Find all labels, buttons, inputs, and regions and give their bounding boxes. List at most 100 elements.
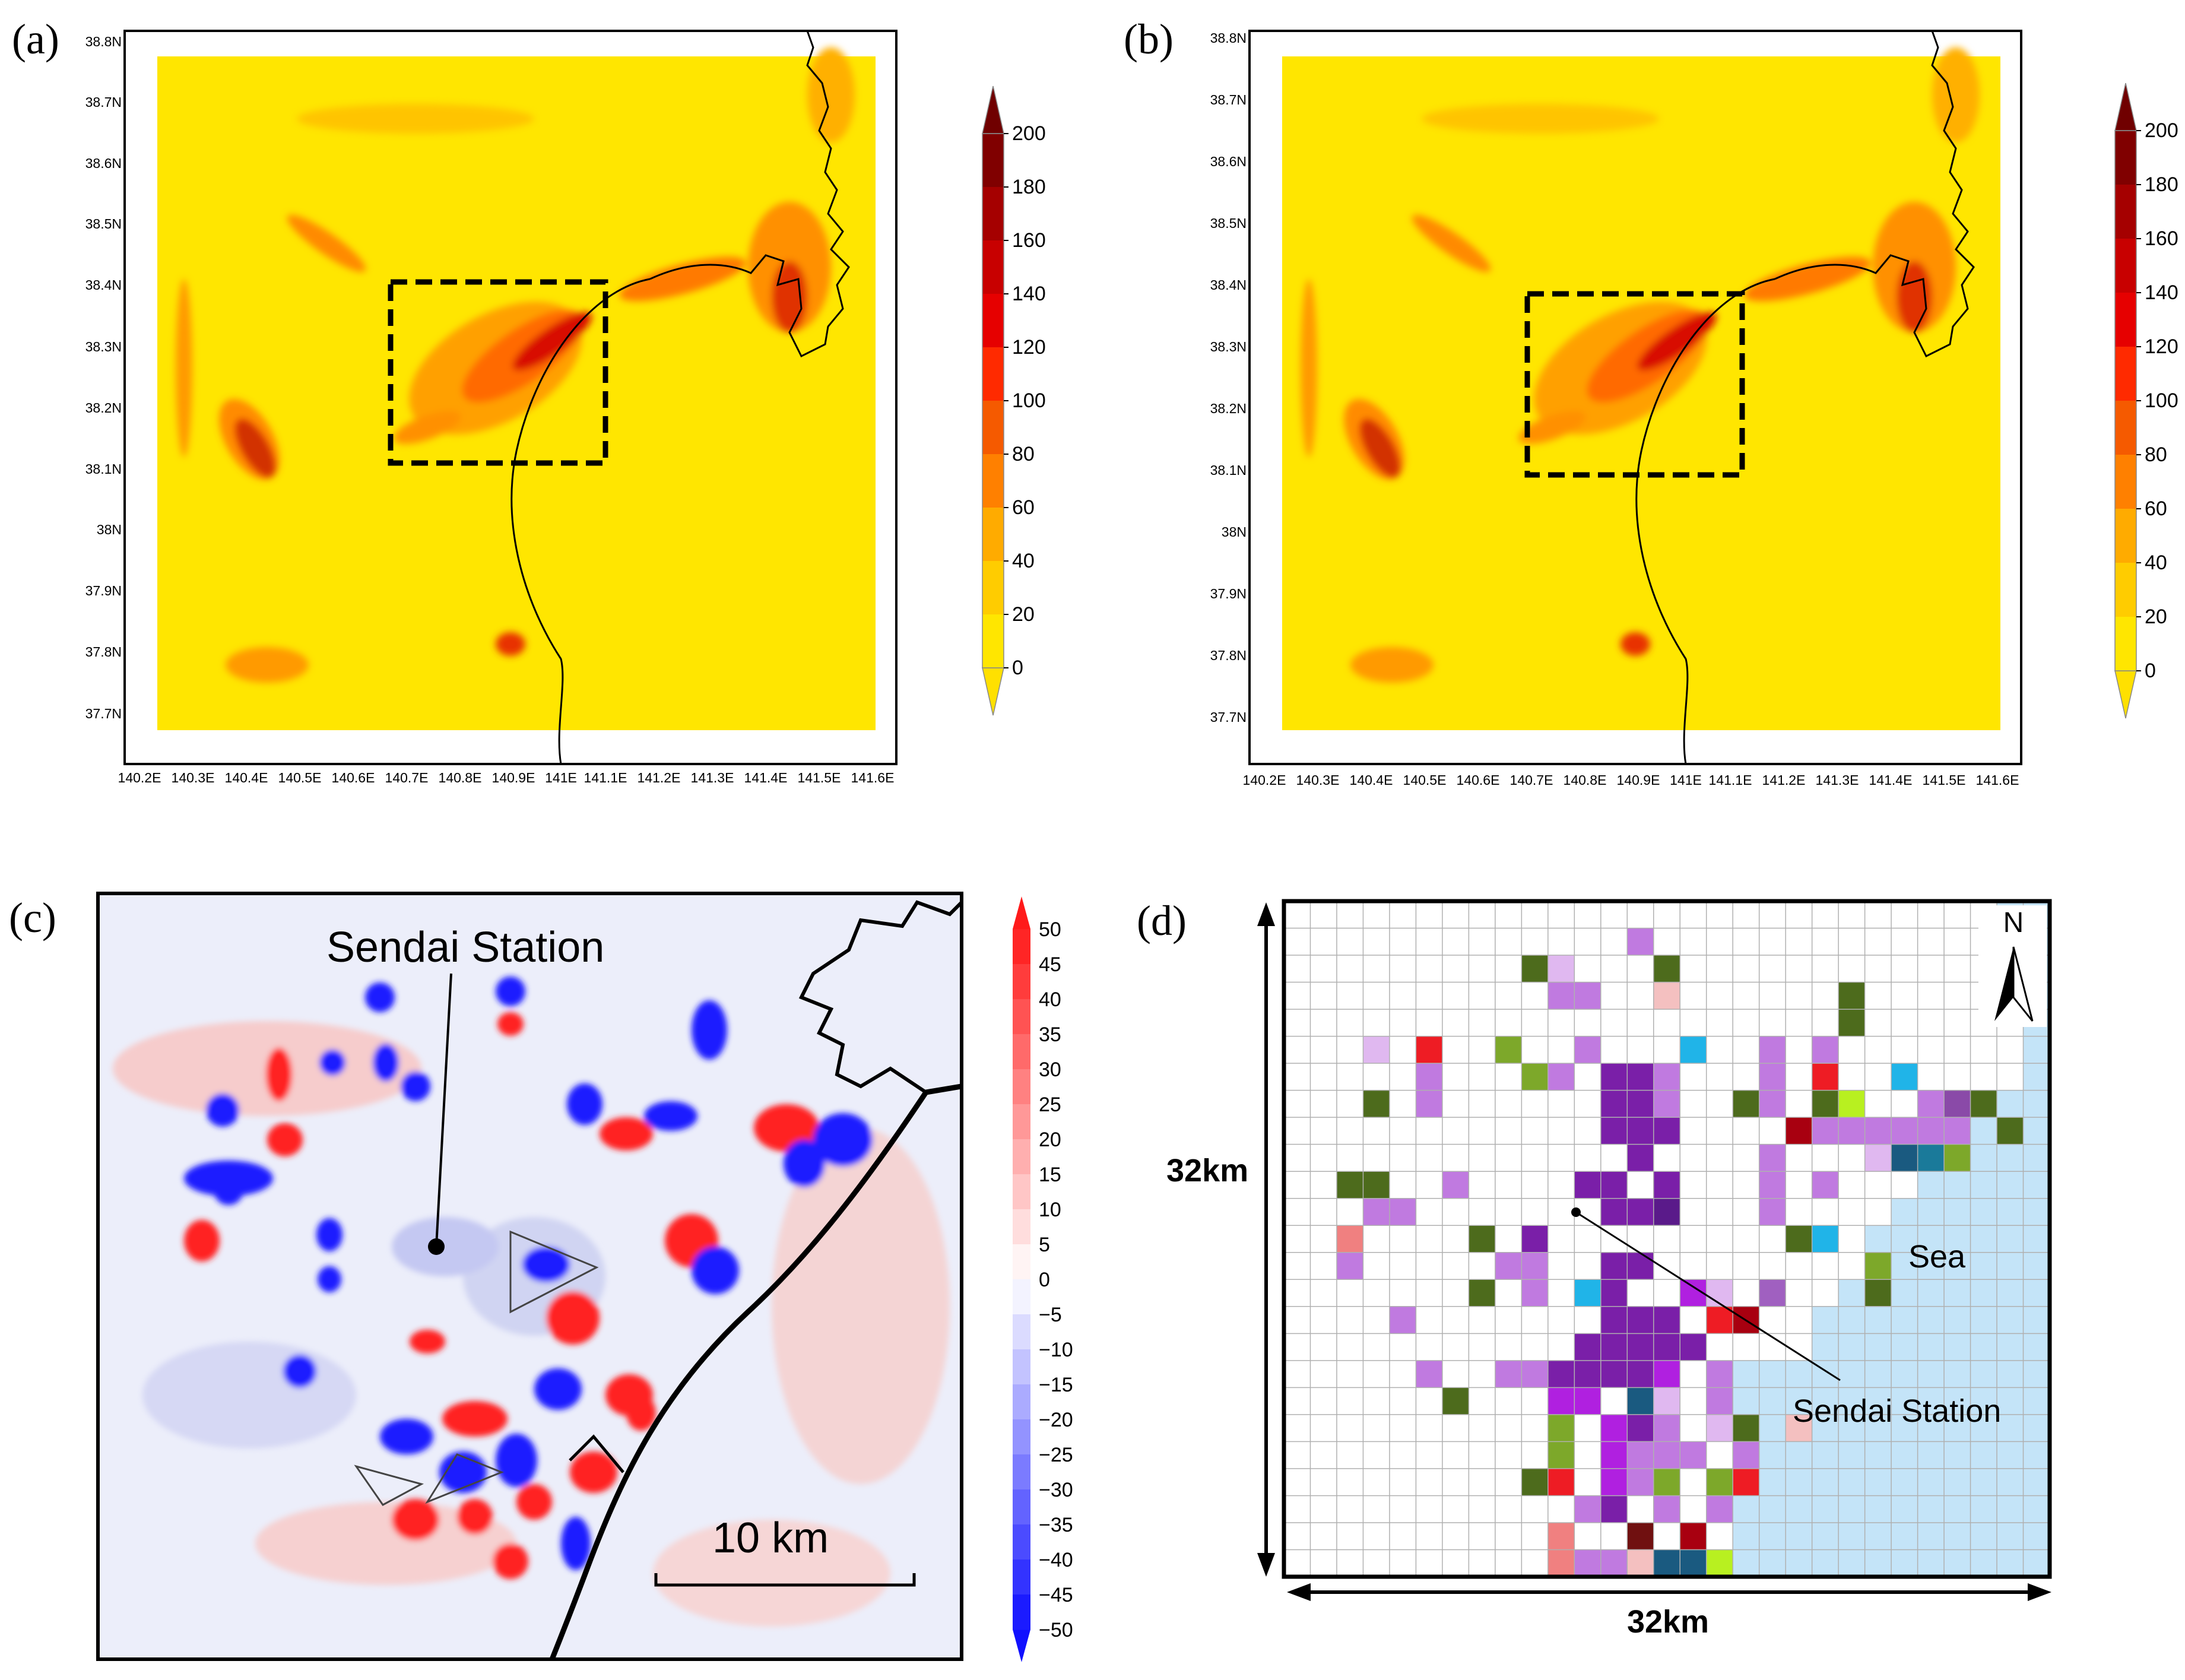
land-use-cell [1891,1117,1918,1145]
svg-text:140.3E: 140.3E [1296,772,1340,788]
sea-cell [1838,1522,1865,1550]
land-use-cell [1759,1144,1786,1172]
land-use-cell [1891,1063,1918,1091]
svg-text:140.2E: 140.2E [1243,772,1286,788]
sea-cell [1944,1495,1971,1523]
sea-cell [1944,1306,1971,1334]
svg-text:37.9N: 37.9N [1210,586,1247,601]
scale-bar [654,1573,916,1587]
colorbar-c: 50454035302520151050−5−10−15−20−25−30−35… [1013,896,1073,1662]
sea-cell [1970,1522,1997,1550]
panel-c-label: (c) [9,894,56,942]
land-use-cell [1864,1117,1892,1145]
land-use-cell [1547,1522,1575,1550]
sea-cell [1917,1387,1945,1415]
land-use-cell [1600,1468,1628,1496]
svg-text:141.4E: 141.4E [744,770,788,785]
land-use-cell [1469,1225,1495,1253]
svg-text:140.3E: 140.3E [172,770,215,785]
land-use-cell [1600,1090,1628,1118]
land-use-cell [1547,955,1575,982]
colorbar-segment [2115,563,2136,617]
land-use-cell [1627,1387,1654,1415]
sea-cell [2023,1468,2050,1496]
sea-cell [1812,1387,1839,1415]
sea-cell [1864,1522,1892,1550]
land-use-cell [1627,1468,1654,1496]
svg-text:38.2N: 38.2N [85,400,122,416]
station-marker [428,1238,445,1255]
colorbar-tick-label: 40 [1012,550,1035,572]
sea-cell [1997,1549,2024,1577]
colorbar-tick-label: −40 [1039,1549,1073,1571]
colorbar-segment [1013,1349,1030,1385]
land-use-cell [1600,1549,1628,1577]
colorbar-segment [2115,293,2136,347]
lat-axis: 38.8N 38.7N 38.6N 38.5N 38.4N 38.3N 38.2… [85,34,122,721]
colorbar: 0 20 40 60 80 100 120 140 160 180 200 [982,85,1046,716]
sea-cell [2023,1252,2050,1280]
land-use-cell [1574,1279,1601,1307]
scale-label: 10 km [712,1514,829,1562]
sea-cell [2023,1171,2050,1199]
land-use-cell [1786,1117,1812,1145]
sea-cell [1944,1171,1971,1199]
svg-text:38.7N: 38.7N [1210,92,1247,107]
land-use-cell [1521,1225,1548,1253]
colorbar-tick-label: 40 [1039,988,1061,1011]
sea-cell [1997,1468,2024,1496]
sea-cell [1786,1441,1812,1469]
colorbar-segment [982,454,1004,508]
sea-cell [1997,1441,2024,1469]
colorbar-tick-label: 5 [1039,1234,1050,1256]
land-use-cell [1389,1198,1416,1226]
svg-text:140.5E: 140.5E [278,770,322,785]
station-leader-line [1575,1211,1841,1381]
sea-cell [1838,1549,1865,1577]
colorbar-tick-label: −10 [1039,1339,1073,1361]
sea-cell [2023,1198,2050,1226]
triangle-marker [425,1453,505,1504]
land-use-cell [1627,1252,1654,1280]
intensity-field [1301,47,1980,683]
colorbar-tick-label: 120 [1012,336,1046,359]
land-use-cell [1574,982,1601,1010]
land-use-cell [1547,1387,1575,1415]
land-use-cell [1733,1441,1759,1469]
sea-cell [1864,1360,1892,1388]
horizontal-dimension-label: 32km [1627,1604,1709,1640]
sea-cell [1838,1333,1865,1361]
sea-cell [1997,1252,2024,1280]
svg-text:140.8E: 140.8E [1564,772,1607,788]
land-use-cell [1547,1063,1575,1091]
panel-d-label: (d) [1137,897,1187,944]
land-use-cell [1680,1333,1707,1361]
land-use-cell [1706,1468,1733,1496]
triangle-marker [354,1465,424,1506]
sea-cell [1891,1387,1918,1415]
land-use-cell [1574,1333,1601,1361]
svg-text:141.1E: 141.1E [1709,772,1752,788]
sea-cell [1864,1306,1892,1334]
svg-text:38.4N: 38.4N [1210,277,1247,293]
land-use-cell [1521,1360,1548,1388]
difference-field [113,977,950,1627]
land-use-cell [1627,1414,1654,1442]
land-use-cell [1336,1252,1363,1280]
land-use-cell [1917,1117,1945,1145]
colorbar-tick-label: −20 [1039,1409,1073,1431]
colorbar-segment [1013,999,1030,1035]
colorbar-tick-label: 180 [2145,173,2178,196]
land-use-cell [1786,1414,1812,1442]
sea-cell [1812,1441,1839,1469]
sea-cell [1812,1468,1839,1496]
land-use-cell [1733,1414,1759,1442]
sea-cell [1917,1549,1945,1577]
sea-cell [1997,1522,2024,1550]
colorbar-tick-label: 40 [2145,551,2167,574]
land-use-cell [1600,1252,1628,1280]
sea-cell [1917,1279,1945,1307]
colorbar-tick-label: 35 [1039,1023,1061,1046]
svg-text:38.6N: 38.6N [1210,154,1247,169]
land-use-cell [1416,1036,1442,1064]
